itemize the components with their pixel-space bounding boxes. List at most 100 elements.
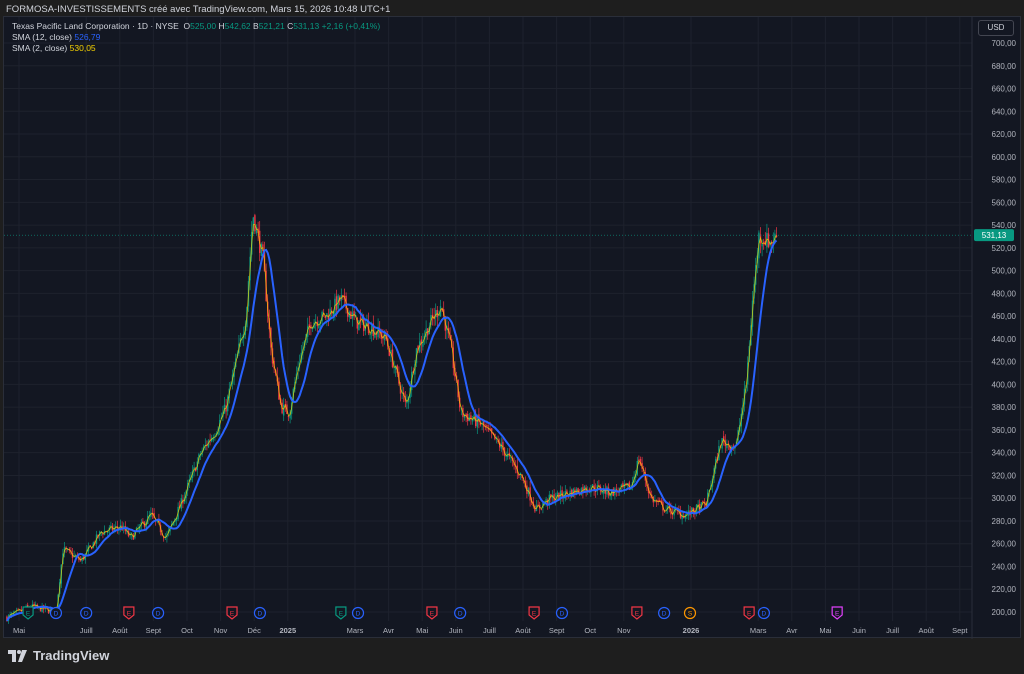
tradingview-logo[interactable]: TradingView bbox=[8, 648, 109, 663]
y-tick-label: 540,00 bbox=[992, 221, 1017, 230]
event-marker-E[interactable]: E bbox=[743, 606, 755, 620]
legend: Texas Pacific Land Corporation · 1D · NY… bbox=[12, 21, 380, 54]
event-marker-E[interactable]: E bbox=[831, 606, 843, 620]
candles bbox=[6, 213, 778, 624]
x-tick-label: 2025 bbox=[279, 626, 296, 635]
event-marker-E[interactable]: E bbox=[631, 606, 643, 620]
y-tick-label: 560,00 bbox=[992, 198, 1017, 207]
x-tick-label: Nov bbox=[214, 626, 228, 635]
event-letter: E bbox=[635, 611, 640, 618]
candle-body bbox=[105, 531, 107, 533]
candle-body bbox=[382, 336, 384, 338]
earnings-icon bbox=[226, 606, 238, 620]
candle-body bbox=[417, 345, 419, 351]
event-marker-D[interactable]: D bbox=[658, 606, 671, 620]
candle-body bbox=[638, 459, 640, 461]
event-marker-E[interactable]: E bbox=[22, 606, 34, 620]
candle-body bbox=[335, 296, 338, 310]
candle-body bbox=[763, 242, 765, 243]
event-letter: D bbox=[762, 611, 767, 618]
event-marker-D[interactable]: D bbox=[49, 606, 63, 620]
candle-body bbox=[476, 416, 479, 428]
dividend-icon bbox=[351, 606, 365, 620]
event-marker-D[interactable]: D bbox=[555, 606, 569, 620]
y-tick-label: 380,00 bbox=[992, 403, 1017, 412]
symbol-legend: Texas Pacific Land Corporation · 1D · NY… bbox=[12, 21, 380, 32]
y-tick-label: 240,00 bbox=[992, 562, 1017, 571]
chart-pane[interactable]: 200,00 220,00 240,00 260,00 280,00 300,00 320,… bbox=[3, 16, 1022, 639]
x-tick-label: Mai bbox=[819, 626, 831, 635]
candle-body bbox=[75, 556, 77, 557]
x-tick-label: Août bbox=[918, 626, 934, 635]
sma12-legend[interactable]: SMA (12, close) 526,79 bbox=[12, 32, 380, 43]
y-tick-label: 700,00 bbox=[992, 39, 1017, 48]
candle-body bbox=[383, 332, 386, 341]
event-marker-D[interactable]: D bbox=[80, 606, 93, 620]
candle-body bbox=[502, 441, 504, 450]
event-letter: D bbox=[458, 611, 463, 618]
candle-body bbox=[547, 500, 549, 504]
candle-body bbox=[158, 519, 160, 524]
x-tick-label: Sept bbox=[549, 626, 565, 635]
event-marker-D[interactable]: D bbox=[253, 606, 267, 620]
close-label: C bbox=[287, 21, 294, 31]
event-marker-E[interactable]: E bbox=[123, 606, 135, 620]
candle-body bbox=[395, 365, 397, 370]
candle-body bbox=[175, 517, 178, 521]
candle-body bbox=[420, 339, 423, 345]
y-tick-label: 440,00 bbox=[992, 335, 1017, 344]
candle-body bbox=[356, 317, 359, 329]
candle-body bbox=[406, 401, 408, 404]
candle-body bbox=[657, 500, 659, 502]
candle-body bbox=[507, 454, 509, 458]
candle-body bbox=[691, 507, 693, 515]
candle-body bbox=[620, 484, 623, 487]
sma12-label: SMA (12, close) bbox=[12, 32, 72, 42]
y-tick-label: 400,00 bbox=[992, 380, 1017, 389]
candle-body bbox=[331, 310, 333, 314]
candle-body bbox=[668, 504, 671, 508]
event-marker-E[interactable]: E bbox=[335, 606, 347, 620]
dividend-icon bbox=[152, 606, 165, 620]
candle-body bbox=[212, 437, 215, 440]
candle-body bbox=[422, 340, 424, 347]
event-letter: D bbox=[662, 611, 667, 618]
candle-body bbox=[252, 217, 255, 232]
event-marker-E[interactable]: E bbox=[528, 606, 540, 620]
x-tick-label: Sept bbox=[952, 626, 968, 635]
event-letter: D bbox=[156, 611, 161, 618]
open-label: O bbox=[183, 21, 191, 31]
event-letter: E bbox=[230, 611, 235, 618]
candle-body bbox=[508, 452, 511, 456]
candle-body bbox=[500, 443, 503, 449]
dividend-icon bbox=[658, 606, 671, 620]
earnings-icon bbox=[123, 606, 135, 620]
sma2-legend[interactable]: SMA (2, close) 530,05 bbox=[12, 43, 380, 54]
candle-body bbox=[27, 604, 29, 607]
candle-body bbox=[761, 243, 763, 247]
candle-body bbox=[479, 422, 482, 425]
event-marker-S[interactable]: S bbox=[683, 606, 697, 620]
event-marker-D[interactable]: D bbox=[757, 606, 771, 620]
x-tick-label: Juill bbox=[886, 626, 899, 635]
event-marker-D[interactable]: D bbox=[351, 606, 365, 620]
event-letter: E bbox=[26, 611, 31, 618]
y-tick-label: 600,00 bbox=[992, 153, 1017, 162]
event-marker-E[interactable]: E bbox=[426, 606, 438, 620]
y-tick-label: 300,00 bbox=[992, 494, 1017, 503]
dividend-icon bbox=[757, 606, 771, 620]
candle-body bbox=[582, 487, 584, 493]
y-tick-label: 680,00 bbox=[992, 62, 1017, 71]
currency-button[interactable]: USD bbox=[978, 20, 1014, 36]
y-tick-label: 520,00 bbox=[992, 244, 1017, 253]
candle-body bbox=[289, 412, 291, 419]
candle-body bbox=[465, 413, 467, 416]
event-marker-D[interactable]: D bbox=[152, 606, 165, 620]
event-letter: S bbox=[688, 611, 693, 618]
event-marker-E[interactable]: E bbox=[226, 606, 238, 620]
price-chart[interactable]: 200,00 220,00 240,00 260,00 280,00 300,00 320,… bbox=[4, 17, 1022, 639]
high-label: H bbox=[218, 21, 225, 31]
candle-body bbox=[729, 445, 731, 451]
event-marker-D[interactable]: D bbox=[454, 606, 467, 620]
earnings-icon bbox=[743, 606, 755, 620]
